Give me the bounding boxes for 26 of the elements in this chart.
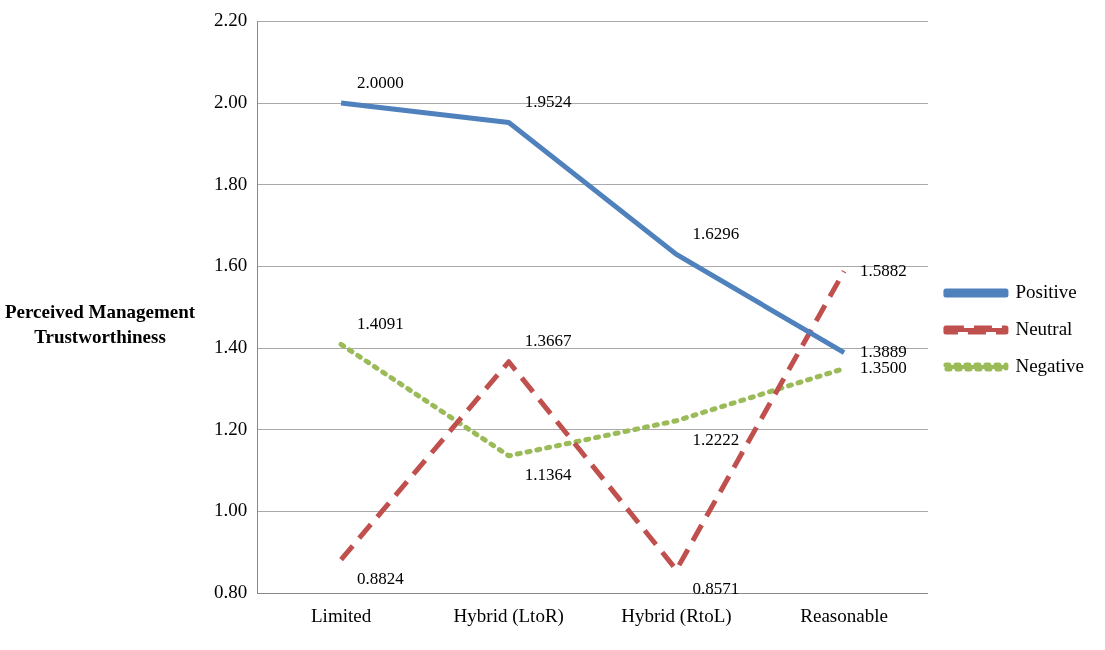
y-tick-label: 0.80 xyxy=(214,581,248,603)
y-tick-label: 1.80 xyxy=(214,172,248,194)
data-label: 2.0000 xyxy=(357,72,404,92)
data-label: 1.3667 xyxy=(524,331,572,351)
legend-label: Positive xyxy=(1015,280,1077,302)
legend-label: Neutral xyxy=(1015,317,1073,339)
data-label: 0.8824 xyxy=(357,569,405,589)
y-axis-title: Perceived Management Trustworthiness xyxy=(3,300,197,349)
x-tick-label: Limited xyxy=(311,604,372,626)
data-label: 1.9524 xyxy=(524,92,572,111)
y-tick-label: 2.20 xyxy=(214,9,248,31)
legend-label: Negative xyxy=(1015,354,1084,376)
y-tick-label: 1.60 xyxy=(214,254,248,276)
x-tick-label: Hybrid (RtoL) xyxy=(621,604,732,627)
data-label: 1.5882 xyxy=(860,260,907,280)
y-tick-label: 1.40 xyxy=(214,336,248,358)
data-label: 1.2222 xyxy=(692,430,740,450)
y-tick-label: 1.00 xyxy=(214,499,248,521)
y-tick-label: 2.00 xyxy=(214,91,248,113)
data-label: 1.6296 xyxy=(692,223,740,243)
data-label: 0.8571 xyxy=(692,579,740,599)
data-label: 1.4091 xyxy=(357,313,404,333)
x-tick-label: Hybrid (LtoR) xyxy=(453,604,564,627)
y-tick-label: 1.20 xyxy=(214,417,248,439)
data-label: 1.1364 xyxy=(524,465,572,485)
x-tick-label: Reasonable xyxy=(800,604,888,626)
